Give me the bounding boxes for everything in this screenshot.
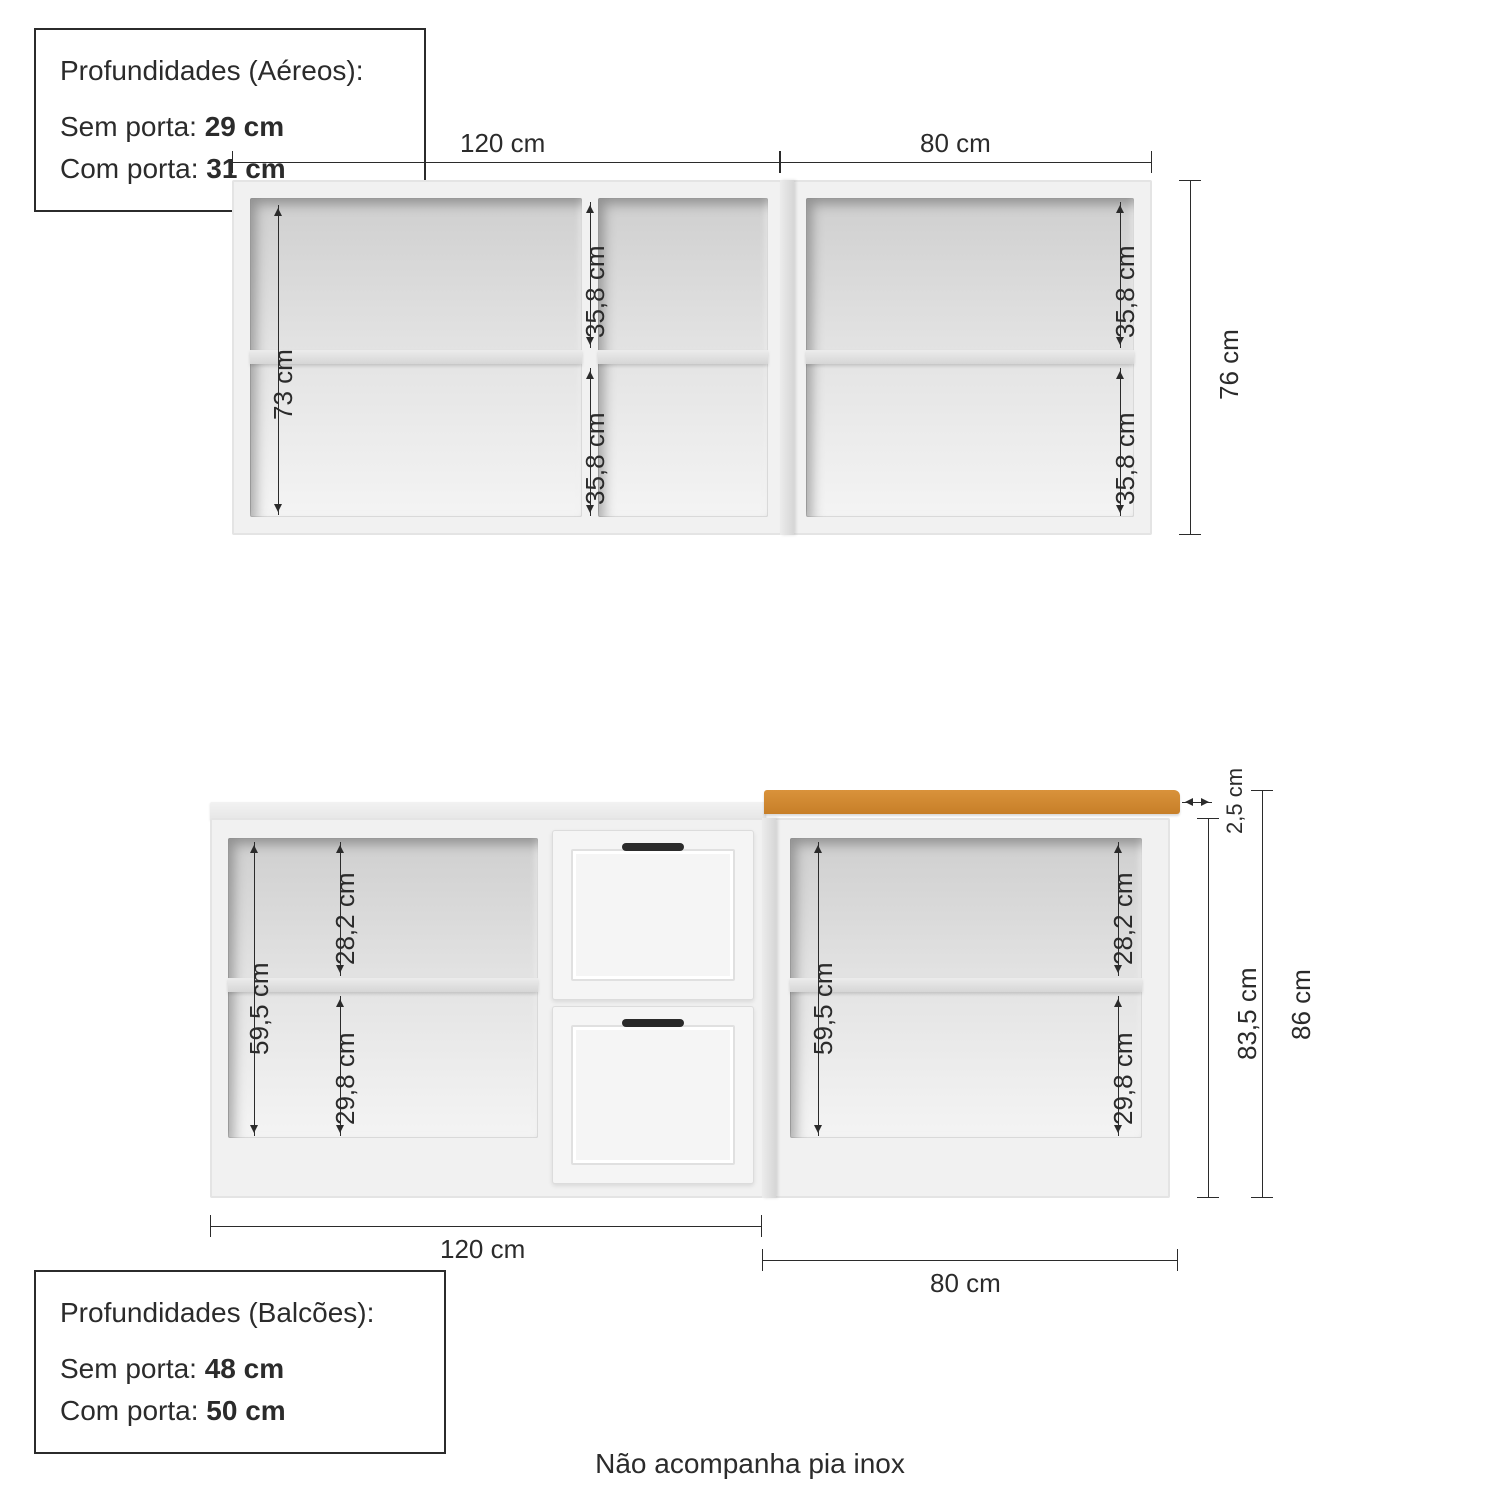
lower-right-compartment bbox=[790, 838, 1142, 1138]
info-lower-title: Profundidades (Balcões): bbox=[60, 1292, 420, 1334]
upper-right-compartment bbox=[806, 198, 1134, 517]
dim-upper-mid-lower-label: 35,8 cm bbox=[580, 413, 611, 506]
dim-lower-right-opening-label: 59,5 cm bbox=[808, 963, 839, 1056]
dim-lower-left-lower-label: 29,8 cm bbox=[330, 1033, 361, 1126]
dim-upper-width-right bbox=[780, 162, 1152, 163]
dim-upper-width-left-label: 120 cm bbox=[460, 128, 545, 159]
drawer-bottom-handle bbox=[622, 1019, 684, 1027]
dim-upper-total-height bbox=[1190, 180, 1191, 535]
dim-lower-width-right-label: 80 cm bbox=[930, 1268, 1001, 1299]
dim-upper-right-upper-label: 35,8 cm bbox=[1110, 246, 1141, 339]
dim-upper-left-height-label: 73 cm bbox=[268, 349, 299, 420]
dim-upper-mid-upper-label: 35,8 cm bbox=[580, 246, 611, 339]
dim-upper-total-height-label: 76 cm bbox=[1214, 329, 1245, 400]
upper-left-compartment bbox=[250, 198, 582, 517]
dim-lower-total-height-label: 86 cm bbox=[1286, 969, 1317, 1040]
info-box-lower: Profundidades (Balcões): Sem porta: 48 c… bbox=[34, 1270, 446, 1454]
dim-counter-thick-label: 2,5 cm bbox=[1222, 768, 1248, 834]
info-lower-line1: Sem porta: 48 cm bbox=[60, 1348, 420, 1390]
dim-lower-width-left bbox=[210, 1226, 762, 1227]
dim-lower-right-upper-label: 28,2 cm bbox=[1108, 873, 1139, 966]
lower-drawer-bottom bbox=[552, 1006, 754, 1184]
lower-right-shelf bbox=[790, 978, 1142, 992]
dim-lower-right-lower-label: 29,8 cm bbox=[1108, 1033, 1139, 1126]
upper-mid-shelf bbox=[598, 350, 768, 364]
diagram-stage: Profundidades (Aéreos): Sem porta: 29 cm… bbox=[0, 0, 1500, 1500]
info-upper-line1: Sem porta: 29 cm bbox=[60, 106, 400, 148]
lower-drawer-top bbox=[552, 830, 754, 1000]
dim-lower-body-height bbox=[1208, 818, 1209, 1198]
dim-lower-width-left-label: 120 cm bbox=[440, 1234, 525, 1265]
dim-lower-total-height bbox=[1262, 790, 1263, 1198]
dim-lower-body-height-label: 83,5 cm bbox=[1232, 968, 1263, 1061]
info-upper-title: Profundidades (Aéreos): bbox=[60, 50, 400, 92]
upper-right-shelf bbox=[806, 350, 1134, 364]
upper-left-shelf bbox=[250, 350, 582, 364]
footer-note: Não acompanha pia inox bbox=[0, 1448, 1500, 1480]
dim-lower-width-right bbox=[762, 1260, 1178, 1261]
dim-upper-right-lower-label: 35,8 cm bbox=[1110, 413, 1141, 506]
upper-cabinet bbox=[232, 180, 1152, 535]
upper-mid-compartment bbox=[598, 198, 768, 517]
lower-counter-wood bbox=[764, 790, 1180, 814]
info-lower-line2: Com porta: 50 cm bbox=[60, 1390, 420, 1432]
dim-lower-left-opening-label: 59,5 cm bbox=[244, 963, 275, 1056]
dim-counter-thick-line bbox=[1182, 802, 1212, 803]
dim-upper-width-right-label: 80 cm bbox=[920, 128, 991, 159]
dim-upper-width-left bbox=[232, 162, 780, 163]
dim-lower-left-upper-label: 28,2 cm bbox=[330, 873, 361, 966]
upper-divider bbox=[780, 180, 794, 535]
lower-divider bbox=[762, 818, 776, 1198]
drawer-top-handle bbox=[622, 843, 684, 851]
